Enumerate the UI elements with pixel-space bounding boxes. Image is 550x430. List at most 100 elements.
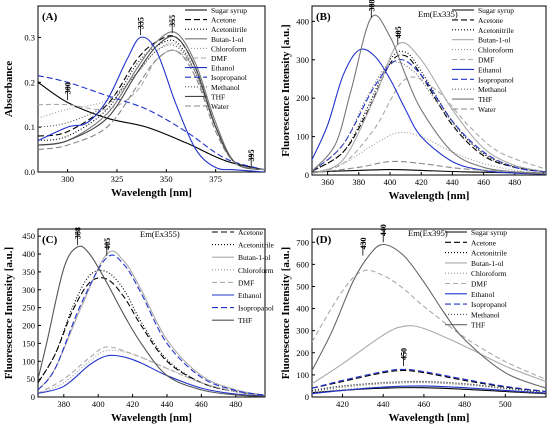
- series-line-chloroform: [38, 349, 265, 396]
- legend-entry: Acetone: [211, 16, 237, 25]
- legend-entry: Butan-1-ol: [238, 253, 271, 262]
- y-tick-label: 150: [22, 338, 35, 348]
- legend-entry: Acetonitrile: [238, 241, 274, 250]
- legend-entry: Chloroform: [478, 46, 514, 55]
- legend-entry: Acetonitrile: [471, 249, 507, 258]
- legend-entry: THF: [238, 316, 252, 325]
- peak-label: 450: [400, 348, 409, 360]
- series-line-dmf: [312, 76, 546, 174]
- legend-entry: THF: [478, 95, 492, 104]
- legend-entry: Isopropanol: [238, 304, 274, 313]
- legend-entry: Methanol: [211, 83, 240, 92]
- x-axis-title: Wavelength [nm]: [389, 412, 470, 424]
- legend-entry: Butan-1-ol: [471, 259, 504, 268]
- series-line-sugar-syrup: [312, 169, 546, 174]
- y-tick-label: 200: [22, 321, 35, 331]
- peak-label: 335: [137, 17, 146, 29]
- y-tick-label: 0.3: [24, 32, 35, 42]
- excitation-label: Em(Ex395): [408, 228, 448, 238]
- peak-label: 440: [379, 224, 388, 236]
- series-line-acetone: [312, 369, 546, 393]
- peak-label: 388: [367, 0, 376, 12]
- x-tick-label: 420: [126, 399, 139, 409]
- plot-frame: [37, 5, 266, 173]
- y-tick-label: 300: [296, 55, 309, 65]
- y-tick-label: 0.2: [24, 77, 35, 87]
- y-tick-label: 400: [296, 304, 309, 314]
- legend-entry: Acetonitrile: [211, 25, 247, 34]
- excitation-label: Em(Ex355): [140, 229, 180, 239]
- panel-label: (D): [316, 234, 332, 246]
- legend-entry: Sugar syrup: [471, 228, 507, 237]
- y-tick-label: 100: [296, 132, 309, 142]
- peak-label: 405: [394, 26, 403, 38]
- x-tick-label: 325: [111, 174, 124, 184]
- legend-entry: Water: [478, 105, 496, 114]
- series-line-acetone: [312, 54, 546, 173]
- legend-entry: Methanol: [471, 310, 500, 319]
- x-tick-label: 420: [336, 399, 349, 409]
- series-line-acetonitrile: [38, 269, 265, 396]
- legend-entry: Butan-1-ol: [211, 35, 244, 44]
- legend-entry: Ethanol: [211, 64, 234, 73]
- x-tick-label: 350: [160, 174, 173, 184]
- x-tick-label: 460: [418, 399, 431, 409]
- x-tick-label: 440: [377, 399, 390, 409]
- series-group: [312, 14, 546, 175]
- series-line-chloroform: [312, 131, 546, 174]
- series-group: [38, 31, 265, 172]
- series-line-dmf: [38, 346, 265, 396]
- panel-label: (C): [42, 234, 58, 246]
- series-line-chloroform: [312, 385, 546, 395]
- plot-frame: [311, 5, 547, 176]
- series-line-butan-1-ol: [312, 42, 546, 174]
- y-axis-title: Absorbance: [3, 61, 15, 117]
- series-line-thf: [38, 245, 265, 397]
- y-tick-label: 250: [22, 303, 35, 313]
- y-tick-label: 0: [305, 392, 309, 402]
- legend-entry: Chloroform: [211, 44, 247, 53]
- series-line-acetone: [38, 35, 265, 171]
- y-tick-label: 200: [296, 348, 309, 358]
- series-line-water: [38, 49, 265, 171]
- chart-panel-1: 300 325 350 375 0.0 0.1 0.2 0.3 Wavelength [nm] A…: [3, 5, 266, 199]
- legend-entry: Chloroform: [471, 269, 507, 278]
- peak-label: 405: [103, 238, 112, 250]
- legend-entry: Isopropanol: [471, 300, 507, 309]
- peak-label: 395: [247, 150, 256, 162]
- series-line-dmf: [312, 269, 546, 380]
- series-line-isopropanol: [312, 368, 546, 393]
- y-tick-label: 300: [296, 326, 309, 336]
- chart-panel-2: 360 380 400 420 440 460 480 0 100 200 300 400 Wavele…: [280, 0, 547, 202]
- x-axis-title: Wavelength [nm]: [111, 412, 192, 424]
- peak-label: 430: [359, 238, 368, 250]
- peak-label: 355: [168, 15, 177, 27]
- series-line-acetonitrile: [312, 380, 546, 394]
- x-tick-label: 500: [499, 399, 512, 409]
- x-axis-title: Wavelength [nm]: [389, 190, 470, 202]
- series-line-butan-1-ol: [312, 325, 546, 385]
- legend-entry: THF: [211, 92, 225, 101]
- x-tick-label: 380: [352, 177, 365, 187]
- legend-entry: DMF: [238, 278, 254, 287]
- series-group: [312, 243, 546, 395]
- series-line-ethanol: [312, 48, 546, 175]
- plot-frame: [311, 228, 547, 398]
- legend-entry: Butan-1-ol: [478, 36, 511, 45]
- series-line-isopropanol: [38, 74, 265, 171]
- series-line-isopropanol: [312, 58, 546, 173]
- y-tick-label: 100: [22, 356, 35, 366]
- legend-entry: Ethanol: [471, 290, 494, 299]
- y-tick-label: 300: [22, 285, 35, 295]
- legend: Acetone Acetonitrile Butan-1-ol Chloroform D…: [212, 228, 274, 325]
- series-line-water: [312, 160, 546, 174]
- legend-entry: DMF: [211, 54, 227, 63]
- legend-entry: DMF: [471, 280, 487, 289]
- legend-entry: Acetone: [238, 228, 264, 237]
- peak-label: 300: [64, 82, 73, 94]
- series-line-sugar-syrup: [38, 81, 265, 171]
- excitation-label: Em(Ex335): [418, 9, 458, 19]
- legend-entry: Ethanol: [478, 65, 501, 74]
